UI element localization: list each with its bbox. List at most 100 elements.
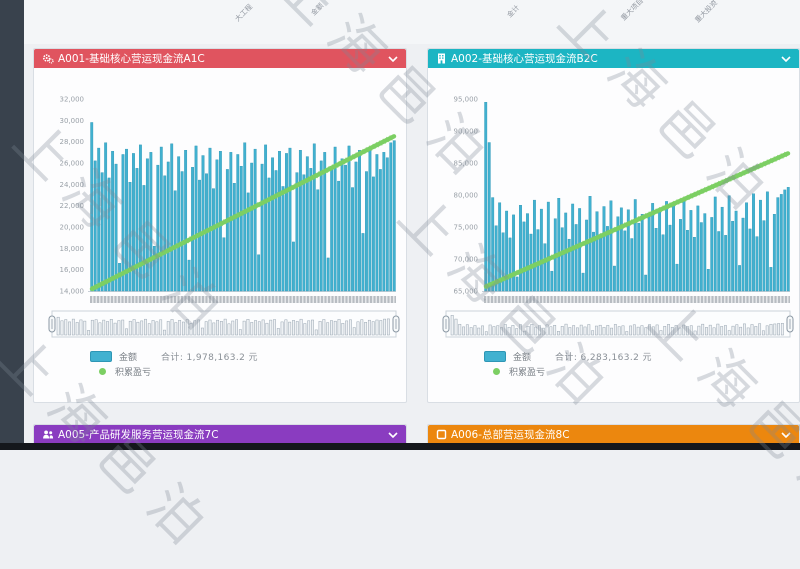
bar [191,167,194,292]
navigator-bar [208,319,212,336]
navigator-bar [632,324,636,336]
panel-header-a006[interactable]: A006-总部营运现金流8C [428,425,799,444]
bar [550,270,554,292]
navigator-bar [367,319,371,336]
y-tick-label: 28,000 [60,138,85,146]
navigator-bar [189,323,193,336]
bar [340,158,344,292]
legend-line-label: 积累盈亏 [509,368,546,378]
cashflow-chart-a002: 65,000 70,000 75,000 80,000 85,000 90,000 95,0… [442,96,794,338]
navigator-bar [621,325,625,336]
bar [382,152,386,292]
navigator-bar [625,331,629,336]
navigator-bar [560,326,564,336]
navigator-bar [200,327,204,336]
navigator-bar [330,320,333,336]
panel-title: A006-总部营运现金流8C [451,429,570,441]
bar [543,243,547,292]
navigator-bar [594,325,598,336]
panel-title: A005-产品研发服务营运现金流7C [58,429,219,441]
navigator-bar [386,318,390,336]
y-tick-label: 85,000 [454,160,479,168]
navigator-bar [132,319,136,336]
legend-total: 合计: 1,978,163.2 元 [161,353,258,363]
panel-title: A002-基础核心营运现金流B2C [451,53,598,65]
chevron-down-icon[interactable] [388,55,398,62]
bar [125,148,128,292]
bar [616,216,620,292]
cashflow-chart-a001: 14,000 16,000 18,000 20,000 22,000 24,000 26,0… [48,96,400,338]
bar [759,199,762,292]
bar [323,152,327,292]
navigator-bar [583,326,587,336]
cogs-icon [42,53,54,64]
navigator-bar [667,324,670,336]
chevron-down-icon[interactable] [781,431,791,438]
bar [354,161,358,292]
panel-header-a005[interactable]: A005-产品研发服务营运现金流7C [34,425,406,444]
navigator-bar [640,325,644,336]
bar [128,181,132,292]
navigator-bar [674,325,678,336]
panel-a001: A001-基础核心营运现金流A1C 14,000 16,000 18,000 20,0… [33,48,407,403]
bar [626,209,630,292]
bars-group [90,122,396,292]
bar [243,142,247,292]
chevron-down-icon[interactable] [781,55,791,62]
bar [333,146,337,292]
navigator-bar [746,327,750,336]
bar [515,276,519,292]
navigator-bar [163,329,166,336]
bar [281,186,285,292]
bar [288,147,292,292]
bar [776,197,780,292]
navigator-bar [761,330,765,336]
navigator-bar [193,320,197,336]
navigator-bar [288,321,292,336]
navigator-bar [311,319,314,336]
bar [302,174,306,292]
navigator-bar [273,319,276,336]
chart-legend: 金额 合计: 1,978,163.2 元 积累盈亏 [90,349,258,379]
navigator-bar [515,328,519,336]
navigator-bar [147,323,151,336]
navigator-bar [629,325,632,336]
navigator-bar [360,319,364,336]
y-tick-label: 30,000 [60,117,85,125]
navigator-bar [500,327,503,336]
bar [692,237,696,292]
bar [675,263,679,292]
range-navigator[interactable] [442,310,794,338]
bar [145,158,149,292]
legend-total: 合计: 6,283,163.2 元 [555,353,652,363]
navigator-bar [223,318,227,336]
navigator-bar [765,325,769,336]
navigator-bar [712,327,716,336]
navigator-bar [318,321,322,336]
panel-header-a001[interactable]: A001-基础核心营运现金流A1C [34,49,406,68]
bar [97,147,101,292]
bar [246,192,250,292]
navigator-bar [576,327,579,336]
bar [741,217,745,292]
bar [748,228,752,292]
legend-amount-row[interactable]: 金额 合计: 6,283,163.2 元 [484,349,652,364]
panel-a002: A002-基础核心营运现金流B2C 65,000 70,000 75,000 80,0… [427,48,800,403]
legend-cumulative-row[interactable]: 积累盈亏 [90,364,258,379]
range-navigator[interactable] [48,310,400,338]
navigator-bar [257,321,261,336]
navigator-bar [102,319,106,336]
navigator-bar [758,323,762,336]
bar [752,193,755,292]
bar [347,145,351,292]
bar [149,152,153,292]
legend-cumulative-row[interactable]: 积累盈亏 [484,364,652,379]
bar [392,140,396,292]
bar [609,200,613,292]
chevron-down-icon[interactable] [388,431,398,438]
panel-header-a002[interactable]: A002-基础核心营运现金流B2C [428,49,799,68]
navigator-bar [606,325,610,336]
legend-amount-row[interactable]: 金额 合计: 1,978,163.2 元 [90,349,258,364]
bar [166,161,170,292]
bar [187,259,191,292]
